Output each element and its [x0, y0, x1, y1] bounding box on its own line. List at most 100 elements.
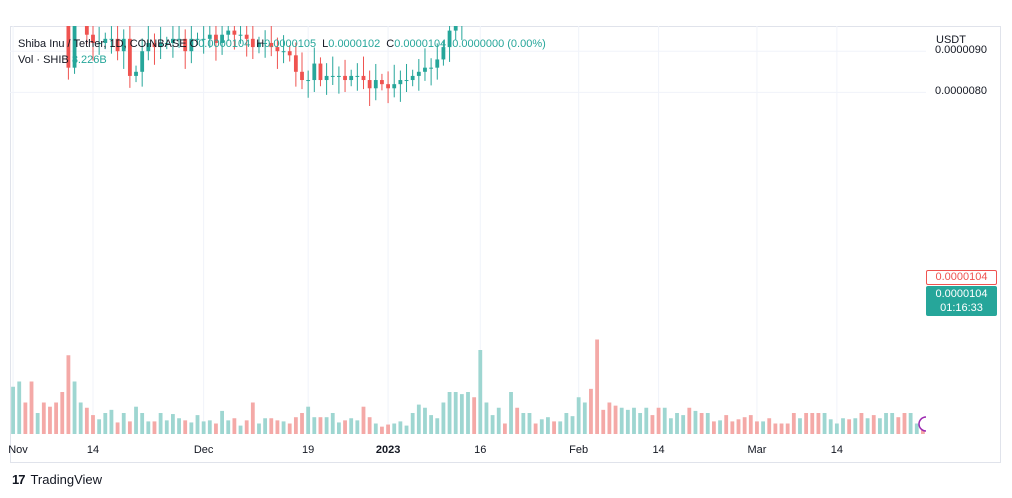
- candle[interactable]: [201, 26, 206, 54]
- candle[interactable]: [177, 26, 181, 48]
- candle[interactable]: [158, 26, 163, 60]
- low-label: L: [322, 38, 329, 50]
- candle[interactable]: [336, 66, 341, 94]
- candle[interactable]: [84, 26, 89, 44]
- candle[interactable]: [324, 63, 329, 95]
- volume-bar: [582, 402, 587, 434]
- candle[interactable]: [207, 26, 212, 48]
- candle[interactable]: [115, 26, 120, 61]
- candle[interactable]: [306, 70, 311, 98]
- candle[interactable]: [238, 26, 243, 44]
- volume-bar: [410, 413, 415, 434]
- candle[interactable]: [343, 59, 347, 92]
- volume-bar: [730, 421, 735, 434]
- volume-bar: [109, 409, 114, 434]
- candle[interactable]: [300, 52, 304, 90]
- candle[interactable]: [164, 36, 169, 50]
- series-marker-icon[interactable]: [918, 416, 926, 432]
- candle[interactable]: [373, 63, 378, 101]
- candle[interactable]: [244, 26, 249, 57]
- candle[interactable]: [330, 56, 335, 85]
- candle[interactable]: [361, 56, 366, 90]
- candle[interactable]: [232, 26, 237, 50]
- volume-bar: [152, 421, 157, 434]
- candle[interactable]: [97, 26, 102, 55]
- volume-bar: [712, 421, 716, 434]
- candle[interactable]: [416, 59, 421, 91]
- candle[interactable]: [367, 70, 372, 106]
- candle[interactable]: [189, 26, 194, 64]
- candle[interactable]: [460, 26, 464, 41]
- volume-bar: [699, 413, 704, 434]
- candle[interactable]: [275, 37, 280, 69]
- volume-bar: [336, 422, 341, 434]
- volume-bar: [613, 405, 618, 434]
- candle[interactable]: [435, 43, 440, 80]
- candle[interactable]: [312, 47, 317, 92]
- candle[interactable]: [404, 63, 409, 92]
- candle[interactable]: [398, 70, 403, 102]
- volume-label[interactable]: Vol · SHIB: [18, 54, 69, 66]
- candle[interactable]: [109, 26, 114, 54]
- series-marker-circle[interactable]: [918, 416, 926, 432]
- symbol-title[interactable]: Shiba Inu / Tether, 1D, COINBASE: [18, 38, 187, 50]
- currency-label[interactable]: USDT: [936, 34, 966, 46]
- tradingview-brand[interactable]: 17 TradingView: [12, 472, 102, 487]
- candle[interactable]: [226, 26, 231, 41]
- volume-bar: [207, 420, 212, 434]
- candle[interactable]: [263, 30, 268, 58]
- volume-bar: [681, 415, 686, 434]
- candle[interactable]: [121, 29, 126, 69]
- candle[interactable]: [386, 71, 390, 104]
- candle[interactable]: [66, 26, 71, 80]
- volume-bar: [595, 339, 600, 434]
- candle[interactable]: [134, 65, 138, 83]
- candle[interactable]: [392, 64, 397, 98]
- high-value: 0.0000105: [264, 38, 317, 50]
- volume-bar: [502, 423, 507, 434]
- candle[interactable]: [410, 69, 415, 87]
- volume-bar: [226, 420, 231, 434]
- volume-bar: [416, 404, 421, 434]
- candle[interactable]: [318, 57, 323, 87]
- candle[interactable]: [220, 26, 224, 55]
- time-tick-label: Nov: [8, 444, 28, 456]
- candle[interactable]: [293, 42, 298, 87]
- candle[interactable]: [72, 26, 77, 74]
- candle[interactable]: [380, 73, 384, 91]
- volume-bar: [91, 415, 95, 434]
- candle[interactable]: [257, 36, 261, 54]
- candlestick-chart[interactable]: [10, 26, 926, 434]
- candle[interactable]: [195, 32, 200, 46]
- volume-bar: [761, 421, 765, 434]
- candle[interactable]: [447, 26, 452, 62]
- candle[interactable]: [287, 45, 292, 62]
- candle[interactable]: [140, 38, 145, 87]
- candle[interactable]: [429, 58, 434, 86]
- candle[interactable]: [349, 69, 354, 87]
- volume-bar: [398, 421, 403, 434]
- volume-bar: [552, 421, 556, 434]
- candle[interactable]: [183, 29, 188, 69]
- candle[interactable]: [355, 63, 360, 91]
- volume-bar: [902, 413, 907, 434]
- close-value: 0.0000104: [394, 38, 447, 50]
- time-tick-label: 14: [652, 444, 665, 456]
- candle[interactable]: [441, 40, 446, 66]
- volume-bar: [742, 417, 747, 434]
- volume-bar: [281, 421, 286, 434]
- volume-bar: [668, 418, 673, 434]
- candle[interactable]: [146, 26, 151, 61]
- candle[interactable]: [103, 32, 108, 50]
- candle[interactable]: [152, 33, 157, 65]
- candle[interactable]: [453, 26, 458, 40]
- candle[interactable]: [214, 26, 218, 61]
- candle[interactable]: [250, 26, 255, 60]
- candle[interactable]: [171, 26, 175, 58]
- candle[interactable]: [281, 35, 286, 64]
- candle[interactable]: [91, 26, 95, 61]
- candle[interactable]: [269, 26, 274, 57]
- candle[interactable]: [423, 48, 427, 81]
- time-tick-label: 14: [86, 444, 100, 456]
- candle[interactable]: [127, 26, 132, 88]
